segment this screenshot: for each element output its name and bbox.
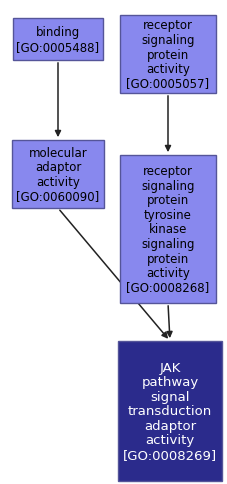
FancyBboxPatch shape: [13, 19, 103, 61]
FancyBboxPatch shape: [12, 141, 104, 209]
Text: binding
[GO:0005488]: binding [GO:0005488]: [16, 26, 99, 54]
FancyBboxPatch shape: [119, 16, 215, 94]
Text: receptor
signaling
protein
activity
[GO:0005057]: receptor signaling protein activity [GO:…: [126, 19, 209, 91]
Text: molecular
adaptor
activity
[GO:0060090]: molecular adaptor activity [GO:0060090]: [16, 147, 99, 203]
Text: JAK
pathway
signal
transduction
adaptor
activity
[GO:0008269]: JAK pathway signal transduction adaptor …: [122, 361, 216, 461]
FancyBboxPatch shape: [119, 156, 215, 303]
FancyBboxPatch shape: [118, 341, 221, 481]
Text: receptor
signaling
protein
tyrosine
kinase
signaling
protein
activity
[GO:000826: receptor signaling protein tyrosine kina…: [126, 165, 209, 294]
